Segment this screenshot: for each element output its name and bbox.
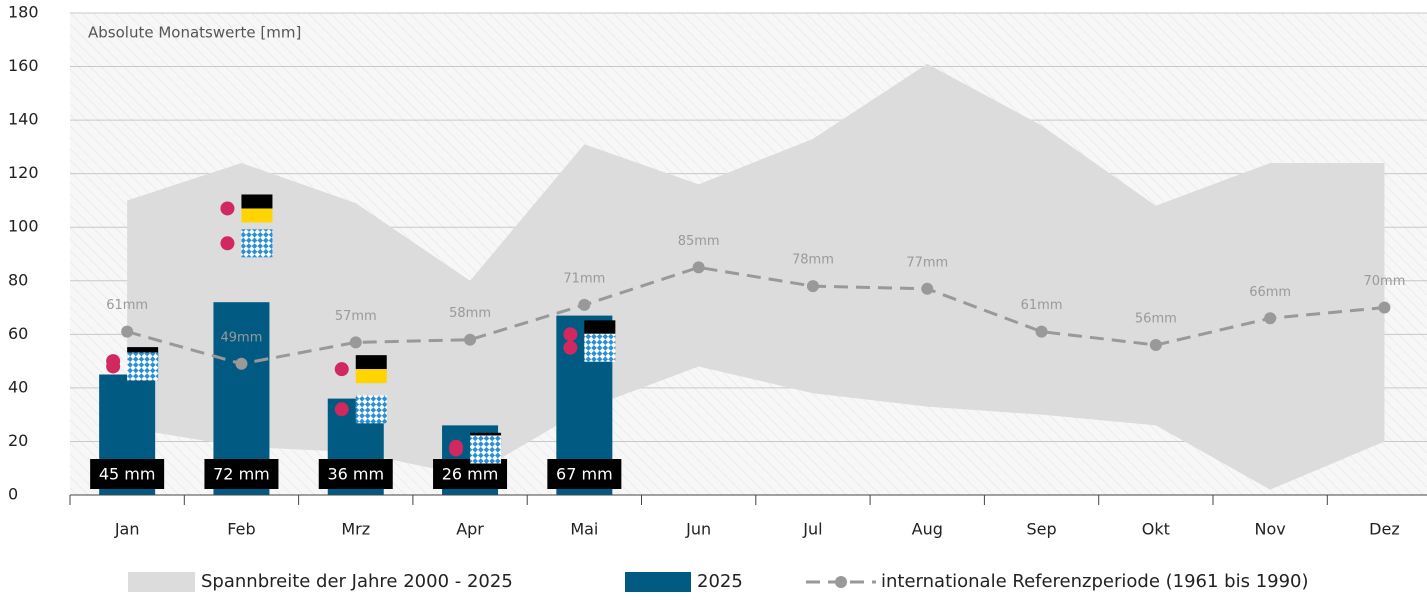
- reference-point: [578, 298, 591, 311]
- reference-label: 61mm: [1021, 298, 1063, 313]
- reference-label: 66mm: [1249, 285, 1291, 300]
- x-tick-label: Jul: [802, 520, 822, 539]
- y-tick-label: 140: [8, 110, 39, 129]
- flag-de-black: [584, 320, 616, 335]
- x-tick-label: Feb: [227, 520, 255, 539]
- x-tick-label: Mai: [570, 520, 598, 539]
- flag-bavaria: [127, 352, 159, 381]
- reference-label: 58mm: [449, 306, 491, 321]
- reference-label: 70mm: [1364, 274, 1406, 289]
- legend-swatch: [128, 572, 195, 592]
- flag-de-black: [355, 355, 387, 370]
- x-tick-label: Aug: [912, 520, 943, 539]
- reference-label: 61mm: [106, 298, 148, 313]
- flag-de-yellow: [355, 369, 387, 384]
- reference-label: 57mm: [335, 309, 377, 324]
- bar-label-box: [547, 459, 622, 489]
- y-tick-label: 160: [8, 56, 39, 75]
- reference-point: [692, 261, 705, 274]
- x-tick-label: Sep: [1026, 520, 1056, 539]
- annotation: Absolute Monatswerte [mm]: [88, 24, 301, 42]
- bar-label: 67 mm: [556, 465, 613, 484]
- bar-label-box: [90, 459, 165, 489]
- reference-label: 56mm: [1135, 312, 1177, 327]
- y-tick-label: 100: [8, 217, 39, 236]
- reference-label: 71mm: [563, 271, 605, 286]
- x-tick-label: Jun: [685, 520, 711, 539]
- bar-label-box: [204, 459, 279, 489]
- flag-bavaria: [584, 333, 616, 362]
- legend-label: Spannbreite der Jahre 2000 - 2025: [201, 571, 513, 592]
- y-tick-label: 80: [8, 270, 28, 289]
- y-tick-label: 180: [8, 3, 39, 22]
- marker-dot: [106, 359, 121, 374]
- reference-label: 85mm: [678, 234, 720, 249]
- legend-label: internationale Referenzperiode (1961 bis…: [881, 571, 1309, 592]
- x-tick-label: Apr: [456, 520, 484, 539]
- flag-bavaria: [241, 229, 273, 258]
- flag-de-yellow: [241, 208, 273, 223]
- marker-dot: [563, 340, 578, 355]
- x-tick-label: Mrz: [341, 520, 370, 539]
- y-tick-label: 40: [8, 377, 28, 396]
- reference-point: [1378, 301, 1391, 314]
- flag-bavaria: [355, 395, 387, 424]
- marker-dot: [220, 236, 235, 251]
- reference-label: 49mm: [221, 330, 263, 345]
- x-tick-label: Jan: [114, 520, 140, 539]
- reference-line: [126, 265, 1385, 366]
- marker-dot: [563, 327, 578, 342]
- reference-point: [1149, 339, 1162, 352]
- reference-point: [235, 357, 248, 370]
- reference-point: [121, 325, 134, 338]
- reference-point: [806, 280, 819, 293]
- x-tick-label: Okt: [1142, 520, 1170, 539]
- bar-label-box: [318, 459, 393, 489]
- reference-label: 78mm: [792, 253, 834, 268]
- bar-label: 26 mm: [442, 465, 499, 484]
- flag-bavaria: [470, 435, 502, 464]
- x-tick-label: Nov: [1255, 520, 1286, 539]
- flag-de-black: [241, 194, 273, 209]
- reference-point: [921, 282, 934, 295]
- bar-label-box: [433, 459, 508, 489]
- legend-swatch: [625, 572, 691, 592]
- y-tick-label: 60: [8, 324, 28, 343]
- marker-dot: [449, 442, 464, 457]
- marker-dot: [220, 201, 235, 216]
- bar-label: 45 mm: [99, 465, 156, 484]
- reference-point: [1264, 312, 1277, 325]
- reference-point: [464, 333, 477, 346]
- legend-label: 2025: [697, 571, 743, 592]
- y-tick-label: 120: [8, 163, 39, 182]
- y-tick-label: 0: [8, 485, 18, 504]
- y-tick-label: 20: [8, 431, 28, 450]
- marker-dot: [334, 362, 349, 377]
- reference-point: [1035, 325, 1048, 338]
- reference-point: [349, 336, 362, 349]
- reference-label: 77mm: [906, 255, 948, 270]
- x-tick-label: Dez: [1369, 520, 1400, 539]
- marker-dot: [334, 402, 349, 417]
- bar-label: 72 mm: [213, 465, 270, 484]
- legend-swatch: [835, 576, 847, 588]
- bar-label: 36 mm: [327, 465, 384, 484]
